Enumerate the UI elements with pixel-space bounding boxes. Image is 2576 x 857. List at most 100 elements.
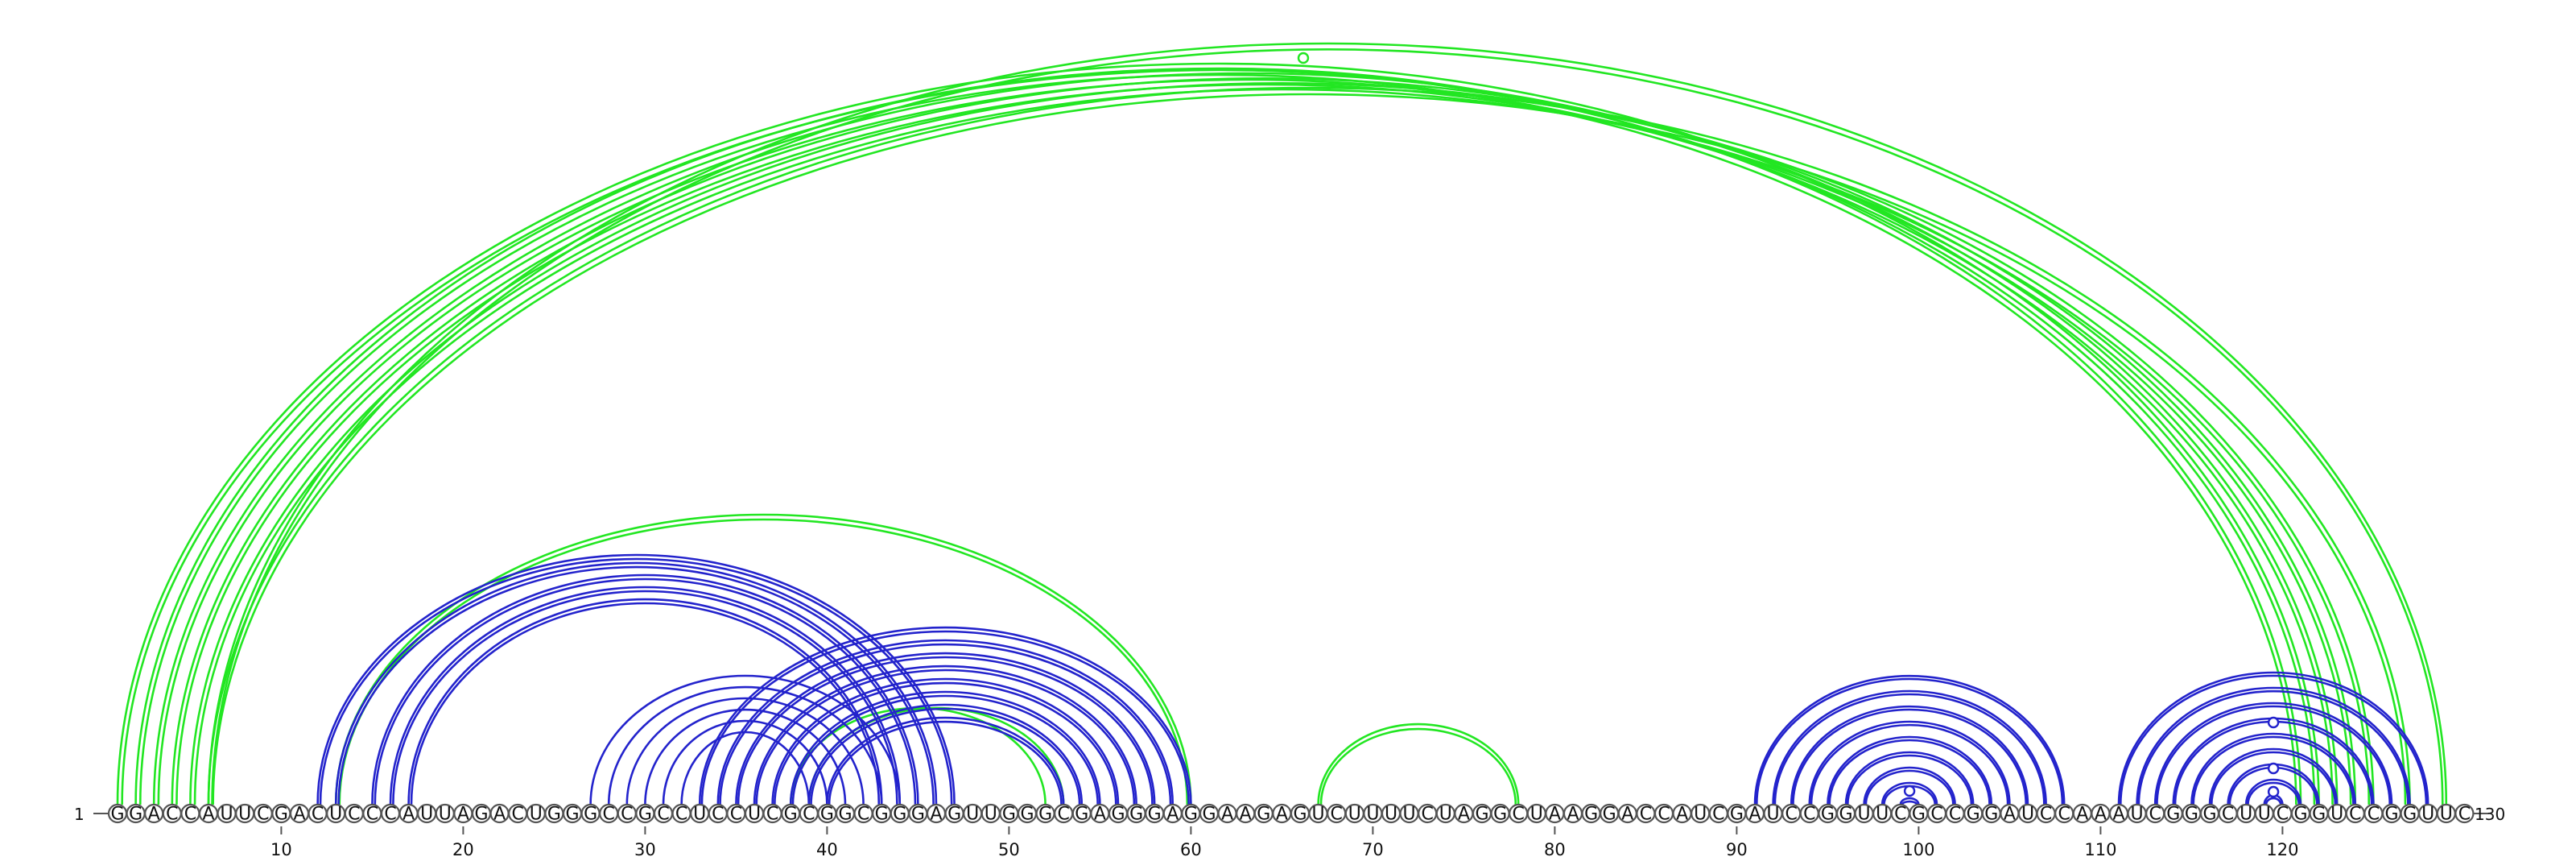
nucleotide-letter: G <box>911 805 925 825</box>
nucleotide-letter: G <box>638 805 652 825</box>
nucleotide: C <box>653 803 674 825</box>
nucleotide: A <box>1236 803 1256 825</box>
unpaired-marker <box>2267 716 2280 729</box>
nucleotide-letter: C <box>1785 805 1798 825</box>
nucleotide-letter: C <box>730 805 742 825</box>
nucleotide-letter: C <box>348 805 360 825</box>
nucleotide-letter: C <box>2277 805 2289 825</box>
nucleotide: G <box>1490 803 1510 825</box>
nucleotide: C <box>1636 803 1656 825</box>
nucleotide: G <box>2309 803 2329 825</box>
base-pair-arc <box>2137 689 2409 805</box>
tick-label: 60 <box>1180 840 1202 857</box>
base-pair-arc <box>1808 720 2011 805</box>
nucleotide: U <box>2436 803 2456 825</box>
nucleotide-letter: U <box>1858 805 1871 825</box>
nucleotide-letter: U <box>1385 805 1397 825</box>
base-pair-arc <box>138 73 2297 805</box>
nucleotide-letter: G <box>129 805 142 825</box>
base-pair-arc <box>698 626 1192 805</box>
base-pair-arc <box>2117 671 2429 805</box>
nucleotide: G <box>2199 803 2220 825</box>
nucleotide: C <box>671 803 691 825</box>
base-pair-arc <box>121 68 2316 805</box>
nucleotide-letter: A <box>2076 805 2088 825</box>
nucleotide-letter: C <box>766 805 778 825</box>
nucleotide-letter: G <box>2185 805 2198 825</box>
base-pair-arc <box>1846 754 1973 805</box>
nucleotide-letter: U <box>985 805 997 825</box>
base-pair-arc <box>1753 674 2066 805</box>
nucleotide: U <box>1381 803 1402 825</box>
nucleotide: C <box>1890 803 1910 825</box>
nucleotide-letter: U <box>329 805 342 825</box>
base-pair-arc <box>410 602 881 805</box>
nucleotide: C <box>726 803 746 825</box>
nucleotide-letter: G <box>1075 805 1088 825</box>
unpaired-marker <box>2267 785 2280 798</box>
base-pair-arc <box>807 703 1084 805</box>
nucleotide: G <box>944 803 964 825</box>
nucleotide-letter: C <box>712 805 724 825</box>
nucleotide-letter: A <box>930 805 942 825</box>
base-pair-arc <box>2264 797 2282 805</box>
nucleotide: G <box>1600 803 1620 825</box>
base-pair-arc <box>2192 735 2355 805</box>
nucleotide: G <box>562 803 583 825</box>
nucleotide: C <box>1781 803 1802 825</box>
nucleotide: G <box>580 803 601 825</box>
base-pair-arc <box>211 48 2444 805</box>
nucleotide: C <box>853 803 873 825</box>
base-pair-arc <box>826 716 1065 805</box>
nucleotide: G <box>635 803 655 825</box>
nucleotide: A <box>2072 803 2092 825</box>
nucleotide: C <box>253 803 273 825</box>
nucleotide-letter: C <box>1058 805 1070 825</box>
nucleotide-letter: G <box>1129 805 1143 825</box>
base-pair-arc <box>810 707 1081 805</box>
base-pair-arc <box>700 630 1190 805</box>
nucleotide-letter: G <box>110 805 124 825</box>
nucleotide-letter: U <box>1439 805 1452 825</box>
tick-label: 30 <box>634 840 656 857</box>
nucleotide-letter: G <box>565 805 579 825</box>
nucleotide-letter: A <box>202 805 214 825</box>
nucleotide: C <box>1418 803 1438 825</box>
nucleotide-letter: G <box>1293 805 1307 825</box>
nucleotide-letter: C <box>184 805 196 825</box>
nucleotide-letter: A <box>1221 805 1233 825</box>
nucleotide-letter: C <box>1712 805 1724 825</box>
nucleotide: G <box>471 803 492 825</box>
nucleotide: G <box>1253 803 1274 825</box>
nucleotide: G <box>1071 803 1092 825</box>
base-pair-arc <box>1810 723 2009 805</box>
nucleotide: G <box>544 803 564 825</box>
nucleotide: G <box>1727 803 1747 825</box>
nucleotide-letter: C <box>1331 805 1343 825</box>
nucleotide: A <box>1545 803 1565 825</box>
nucleotide-letter: G <box>784 805 798 825</box>
nucleotide: G <box>781 803 801 825</box>
nucleotide-letter: G <box>838 805 852 825</box>
nucleotide: G <box>2182 803 2202 825</box>
nucleotide: U <box>326 803 346 825</box>
nucleotide-letter: C <box>312 805 324 825</box>
nucleotide-letter: C <box>2458 805 2471 825</box>
nucleotide-letter: U <box>530 805 543 825</box>
nucleotide-letter: C <box>1930 805 1942 825</box>
nucleotide: U <box>2327 803 2347 825</box>
nucleotide: A <box>398 803 419 825</box>
nucleotide: C <box>308 803 328 825</box>
nucleotide: U <box>744 803 765 825</box>
nucleotide: C <box>1945 803 1965 825</box>
nucleotide: U <box>526 803 546 825</box>
tick-label: 120 <box>2266 840 2298 857</box>
base-pair-arc <box>337 565 935 805</box>
base-pair-arc <box>1863 766 1956 805</box>
nucleotide-letter: G <box>1257 805 1270 825</box>
base-pair-arc <box>2153 702 2393 805</box>
nucleotide: U <box>690 803 710 825</box>
base-pair-arc <box>735 652 1156 805</box>
base-pair-arc <box>152 72 2339 805</box>
nucleotide: G <box>1181 803 1201 825</box>
